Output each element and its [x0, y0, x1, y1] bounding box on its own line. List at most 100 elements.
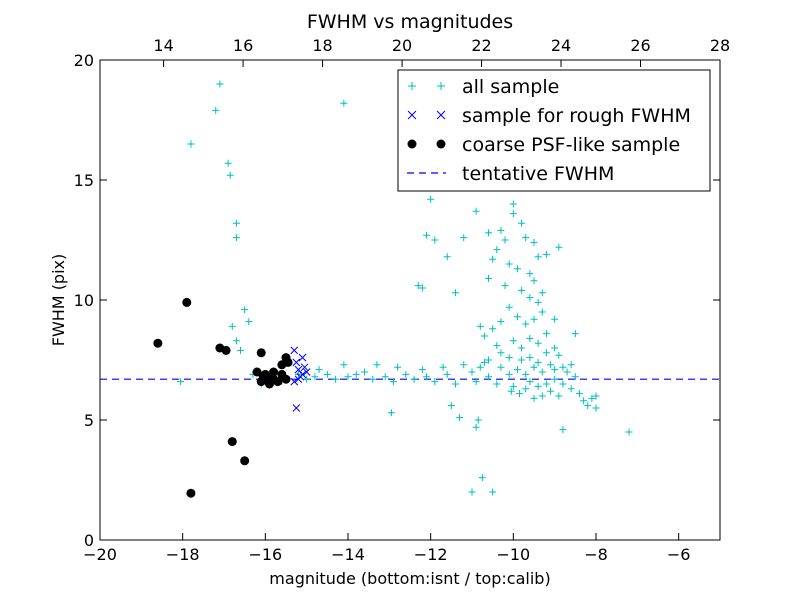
all-sample-point: [423, 373, 431, 381]
top-x-tick-label: 24: [551, 36, 571, 55]
all-sample-point: [478, 474, 486, 482]
all-sample-point: [431, 236, 439, 244]
all-sample-point: [505, 370, 513, 378]
psf-sample-point: [269, 367, 279, 377]
all-sample-point: [513, 313, 521, 321]
all-sample-point: [555, 351, 563, 359]
all-sample-point: [559, 426, 567, 434]
x-tick-label: −18: [166, 545, 200, 564]
all-sample-point: [522, 234, 530, 242]
all-sample-point: [522, 370, 530, 378]
all-sample-point: [381, 373, 389, 381]
all-sample-point: [530, 363, 538, 371]
all-sample-point: [625, 428, 633, 436]
all-sample-point: [513, 366, 521, 374]
all-sample-point: [534, 358, 542, 366]
all-sample-point: [485, 356, 493, 364]
all-sample-point: [216, 80, 224, 88]
all-sample-point: [493, 380, 501, 388]
all-sample-point: [493, 246, 501, 254]
all-sample-point: [394, 363, 402, 371]
all-sample-point: [323, 370, 331, 378]
all-sample-point: [530, 238, 538, 246]
all-sample-point: [509, 382, 517, 390]
all-sample-point: [516, 390, 524, 398]
all-sample-point: [369, 375, 377, 383]
x-tick-label: −10: [496, 545, 530, 564]
all-sample-point: [518, 286, 526, 294]
all-sample-point: [427, 195, 435, 203]
psf-sample-point: [186, 488, 196, 498]
all-sample-point: [567, 385, 575, 393]
psf-sample-point: [227, 437, 237, 447]
all-sample-point: [551, 366, 559, 374]
all-sample-point: [567, 361, 575, 369]
all-sample-point: [518, 356, 526, 364]
all-sample-point: [177, 378, 185, 386]
all-sample-point: [518, 219, 526, 227]
all-sample-point: [224, 159, 232, 167]
all-sample-point: [530, 315, 538, 323]
all-sample-point: [431, 378, 439, 386]
rough-sample-point: [298, 370, 307, 379]
x-tick-label: −14: [331, 545, 365, 564]
x-tick-label: −6: [667, 545, 691, 564]
all-sample-point: [507, 387, 515, 395]
all-sample-point: [592, 404, 600, 412]
psf-sample-point: [256, 348, 266, 358]
legend-label: sample for rough FWHM: [462, 105, 691, 127]
all-sample-point: [497, 226, 505, 234]
all-sample-point: [460, 361, 468, 369]
all-sample-point: [551, 344, 559, 352]
all-sample-point: [443, 253, 451, 261]
rough-sample-point: [298, 353, 307, 362]
all-sample-point: [559, 363, 567, 371]
all-sample-point: [361, 368, 369, 376]
x-tick-label: −12: [414, 545, 448, 564]
all-sample-point: [542, 380, 550, 388]
all-sample-point: [451, 289, 459, 297]
all-sample-point: [538, 368, 546, 376]
all-sample-point: [530, 394, 538, 402]
legend: all sample sample for rough FWHM coarse PS…: [397, 69, 711, 192]
all-sample-point: [518, 344, 526, 352]
all-sample-point: [509, 200, 517, 208]
legend-psf-marker: [407, 139, 417, 149]
all-sample-point: [534, 298, 542, 306]
y-tick-label: 5: [84, 411, 94, 430]
all-sample-point: [489, 255, 497, 263]
legend-all-sample-marker: [408, 82, 416, 90]
all-sample-point: [555, 392, 563, 400]
rough-sample-point: [300, 363, 309, 372]
psf-sample-point: [277, 360, 287, 370]
all-sample-point: [303, 375, 311, 383]
all-sample-point: [332, 375, 340, 383]
legend-psf-marker: [436, 139, 446, 149]
legend-rough-marker: [436, 110, 446, 120]
top-x-tick-label: 14: [153, 36, 173, 55]
all-sample-point: [228, 322, 236, 330]
all-sample-point: [418, 366, 426, 374]
plot-area: −20 −18 −16 −14 −12 −10 −8 −6 14 16 18 20 22 24 26 28 0 5…: [74, 36, 731, 564]
x-tick-label: −20: [83, 545, 117, 564]
all-sample-point: [212, 106, 220, 114]
all-sample-point: [489, 488, 497, 496]
legend-box: [397, 69, 711, 192]
all-sample-point: [522, 320, 530, 328]
all-sample-point: [538, 289, 546, 297]
rough-sample-point: [290, 377, 299, 386]
all-sample-point: [542, 349, 550, 357]
all-sample-point: [547, 387, 555, 395]
all-sample-point: [571, 373, 579, 381]
all-sample-point: [387, 409, 395, 417]
y-tick-label: 15: [74, 171, 94, 190]
rough-sample-point: [292, 358, 301, 367]
all-sample-point: [443, 370, 451, 378]
all-sample-point: [538, 392, 546, 400]
legend-label: coarse PSF-like sample: [462, 134, 680, 156]
all-sample-point: [472, 207, 480, 215]
all-sample-point: [232, 219, 240, 227]
all-sample-point: [542, 330, 550, 338]
all-sample-point: [472, 423, 480, 431]
